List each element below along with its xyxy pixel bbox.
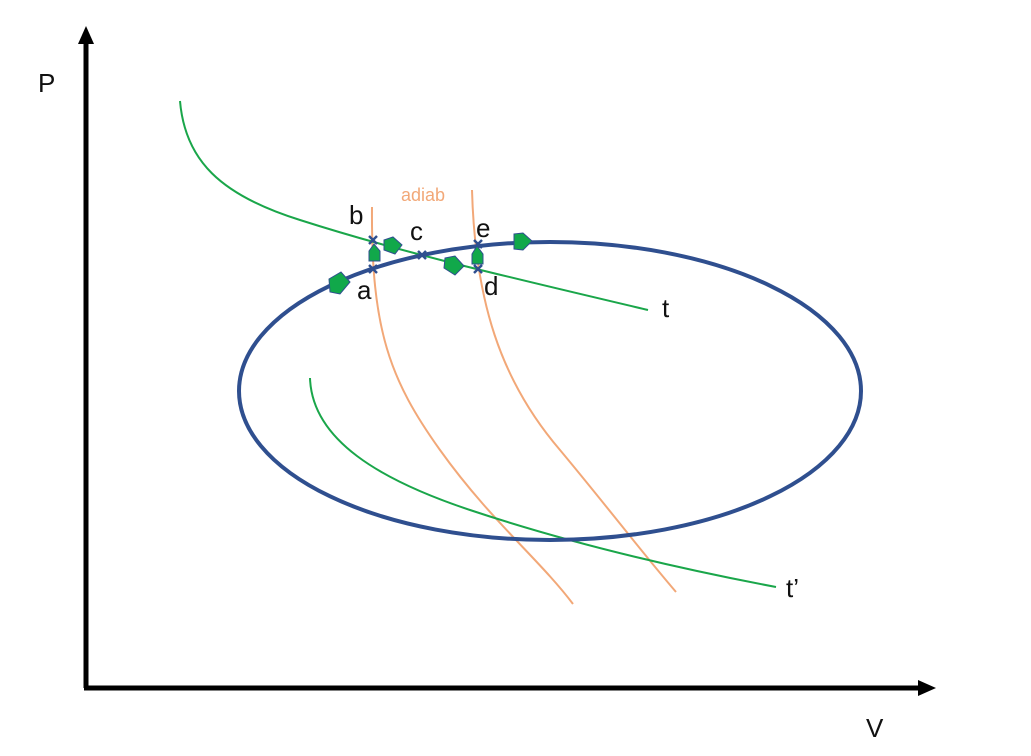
p-axis-label: P [38,68,55,98]
point-label-c: c [410,216,423,246]
v-axis-label: V [866,713,884,743]
v-axis-arrowhead [918,680,936,696]
p-axis-arrowhead [78,26,94,44]
adiabat-left [370,206,574,605]
marker-e [473,239,483,249]
marker-b [368,235,378,245]
isotherm-lower [309,377,777,588]
arrow-d-to-e [471,245,484,265]
marker-c [417,250,427,260]
arrow-top-right [513,232,533,251]
arrow-near-a [328,271,351,295]
point-label-a: a [357,275,372,305]
point-label-d: d [484,271,498,301]
adiabat-right [471,189,677,593]
arrow-a-to-b [368,243,381,262]
adiabat-label: adiab [401,185,445,205]
point-label-e: e [476,213,490,243]
isotherm-upper-label: t [662,293,670,323]
arrow-b-to-c [383,236,403,255]
marker-a [368,264,378,274]
cycle-ellipse [237,240,863,542]
isotherm-upper [179,100,649,311]
point-label-b: b [349,200,363,230]
marker-d [473,264,483,274]
isotherm-lower-label: t’ [786,573,799,603]
arrow-c-to-d [443,255,465,276]
